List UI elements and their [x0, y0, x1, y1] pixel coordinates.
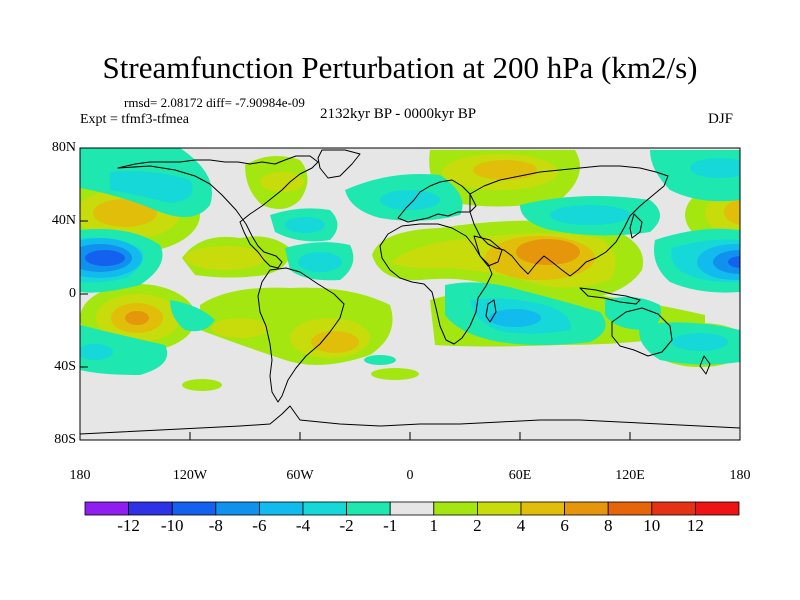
colorbar-swatch — [476, 501, 522, 516]
lat-label-40n: 40N — [51, 213, 76, 228]
colorbar-swatch — [651, 501, 696, 516]
colorbar-swatch — [389, 501, 435, 516]
coast-south-america — [257, 267, 345, 403]
colorbar — [84, 501, 740, 516]
colorbar-label: -8 — [208, 516, 223, 535]
colorbar-swatch — [433, 501, 478, 516]
streamfunction-field — [80, 148, 740, 440]
coast-madagascar — [485, 299, 497, 323]
coast-japan — [629, 213, 643, 239]
colorbar-label: 6 — [560, 516, 569, 535]
coast-indonesia — [579, 287, 641, 305]
colorbar-swatch — [258, 501, 304, 516]
coast-asia — [469, 165, 669, 277]
season-label: DJF — [708, 111, 734, 127]
coast-australia — [611, 307, 673, 357]
coast-africa — [379, 223, 493, 345]
colorbar-label: -6 — [252, 516, 267, 535]
colorbar-swatch — [607, 501, 653, 516]
lon-label-0: 0 — [406, 468, 414, 483]
colorbar-swatch — [84, 501, 129, 516]
lon-label-180-right: 180 — [729, 468, 751, 483]
colorbar-swatch — [302, 501, 347, 516]
lat-label-40s: 40S — [54, 359, 76, 374]
lon-label-120w: 120W — [172, 468, 208, 483]
colorbar-swatch — [171, 501, 217, 516]
colorbar-swatch — [128, 501, 173, 516]
colorbar-label: -1 — [383, 516, 398, 535]
experiment-label: Expt = tfmf3-tfmea — [80, 112, 189, 127]
colorbar-label: 12 — [686, 516, 704, 535]
colorbar-label: 10 — [643, 516, 661, 535]
colorbar-label: -10 — [160, 516, 184, 535]
lon-label-60e: 60E — [508, 468, 532, 483]
colorbar-label: -4 — [295, 516, 311, 535]
period-label: 2132kyr BP - 0000kyr BP — [320, 106, 477, 122]
axis-ticks — [80, 147, 631, 441]
stats-text: rmsd= 2.08172 diff= -7.90984e-09 — [124, 95, 305, 110]
coast-new-zealand — [699, 355, 711, 375]
coast-greenland — [317, 149, 361, 179]
colorbar-label: 1 — [429, 516, 439, 535]
colorbar-label: 2 — [473, 516, 482, 535]
colorbar-swatch — [695, 501, 740, 516]
colorbar-swatch — [346, 501, 391, 516]
colorbar-swatch — [215, 501, 260, 516]
colorbar-label: -12 — [117, 516, 140, 535]
coastlines — [80, 149, 740, 435]
chart-title: Streamfunction Perturbation at 200 hPa (… — [102, 50, 698, 85]
coast-antarctica — [80, 405, 740, 435]
colorbar-label: -2 — [339, 516, 354, 535]
lat-label-80s: 80S — [54, 432, 76, 447]
lat-label-80n: 80N — [51, 140, 76, 155]
colorbar-label: 4 — [516, 516, 526, 535]
lon-label-120e: 120E — [615, 468, 645, 483]
colorbar-swatch — [520, 501, 565, 516]
colorbar-swatch — [564, 501, 609, 516]
lon-label-60w: 60W — [286, 468, 314, 483]
lon-label-180-left: 180 — [69, 468, 91, 483]
lat-label-0: 0 — [69, 286, 76, 301]
colorbar-label: 8 — [603, 516, 613, 535]
coast-europe — [397, 179, 477, 223]
negative-anomalies — [80, 148, 740, 375]
coast-arabia — [473, 235, 503, 267]
coast-north-america — [117, 155, 319, 269]
